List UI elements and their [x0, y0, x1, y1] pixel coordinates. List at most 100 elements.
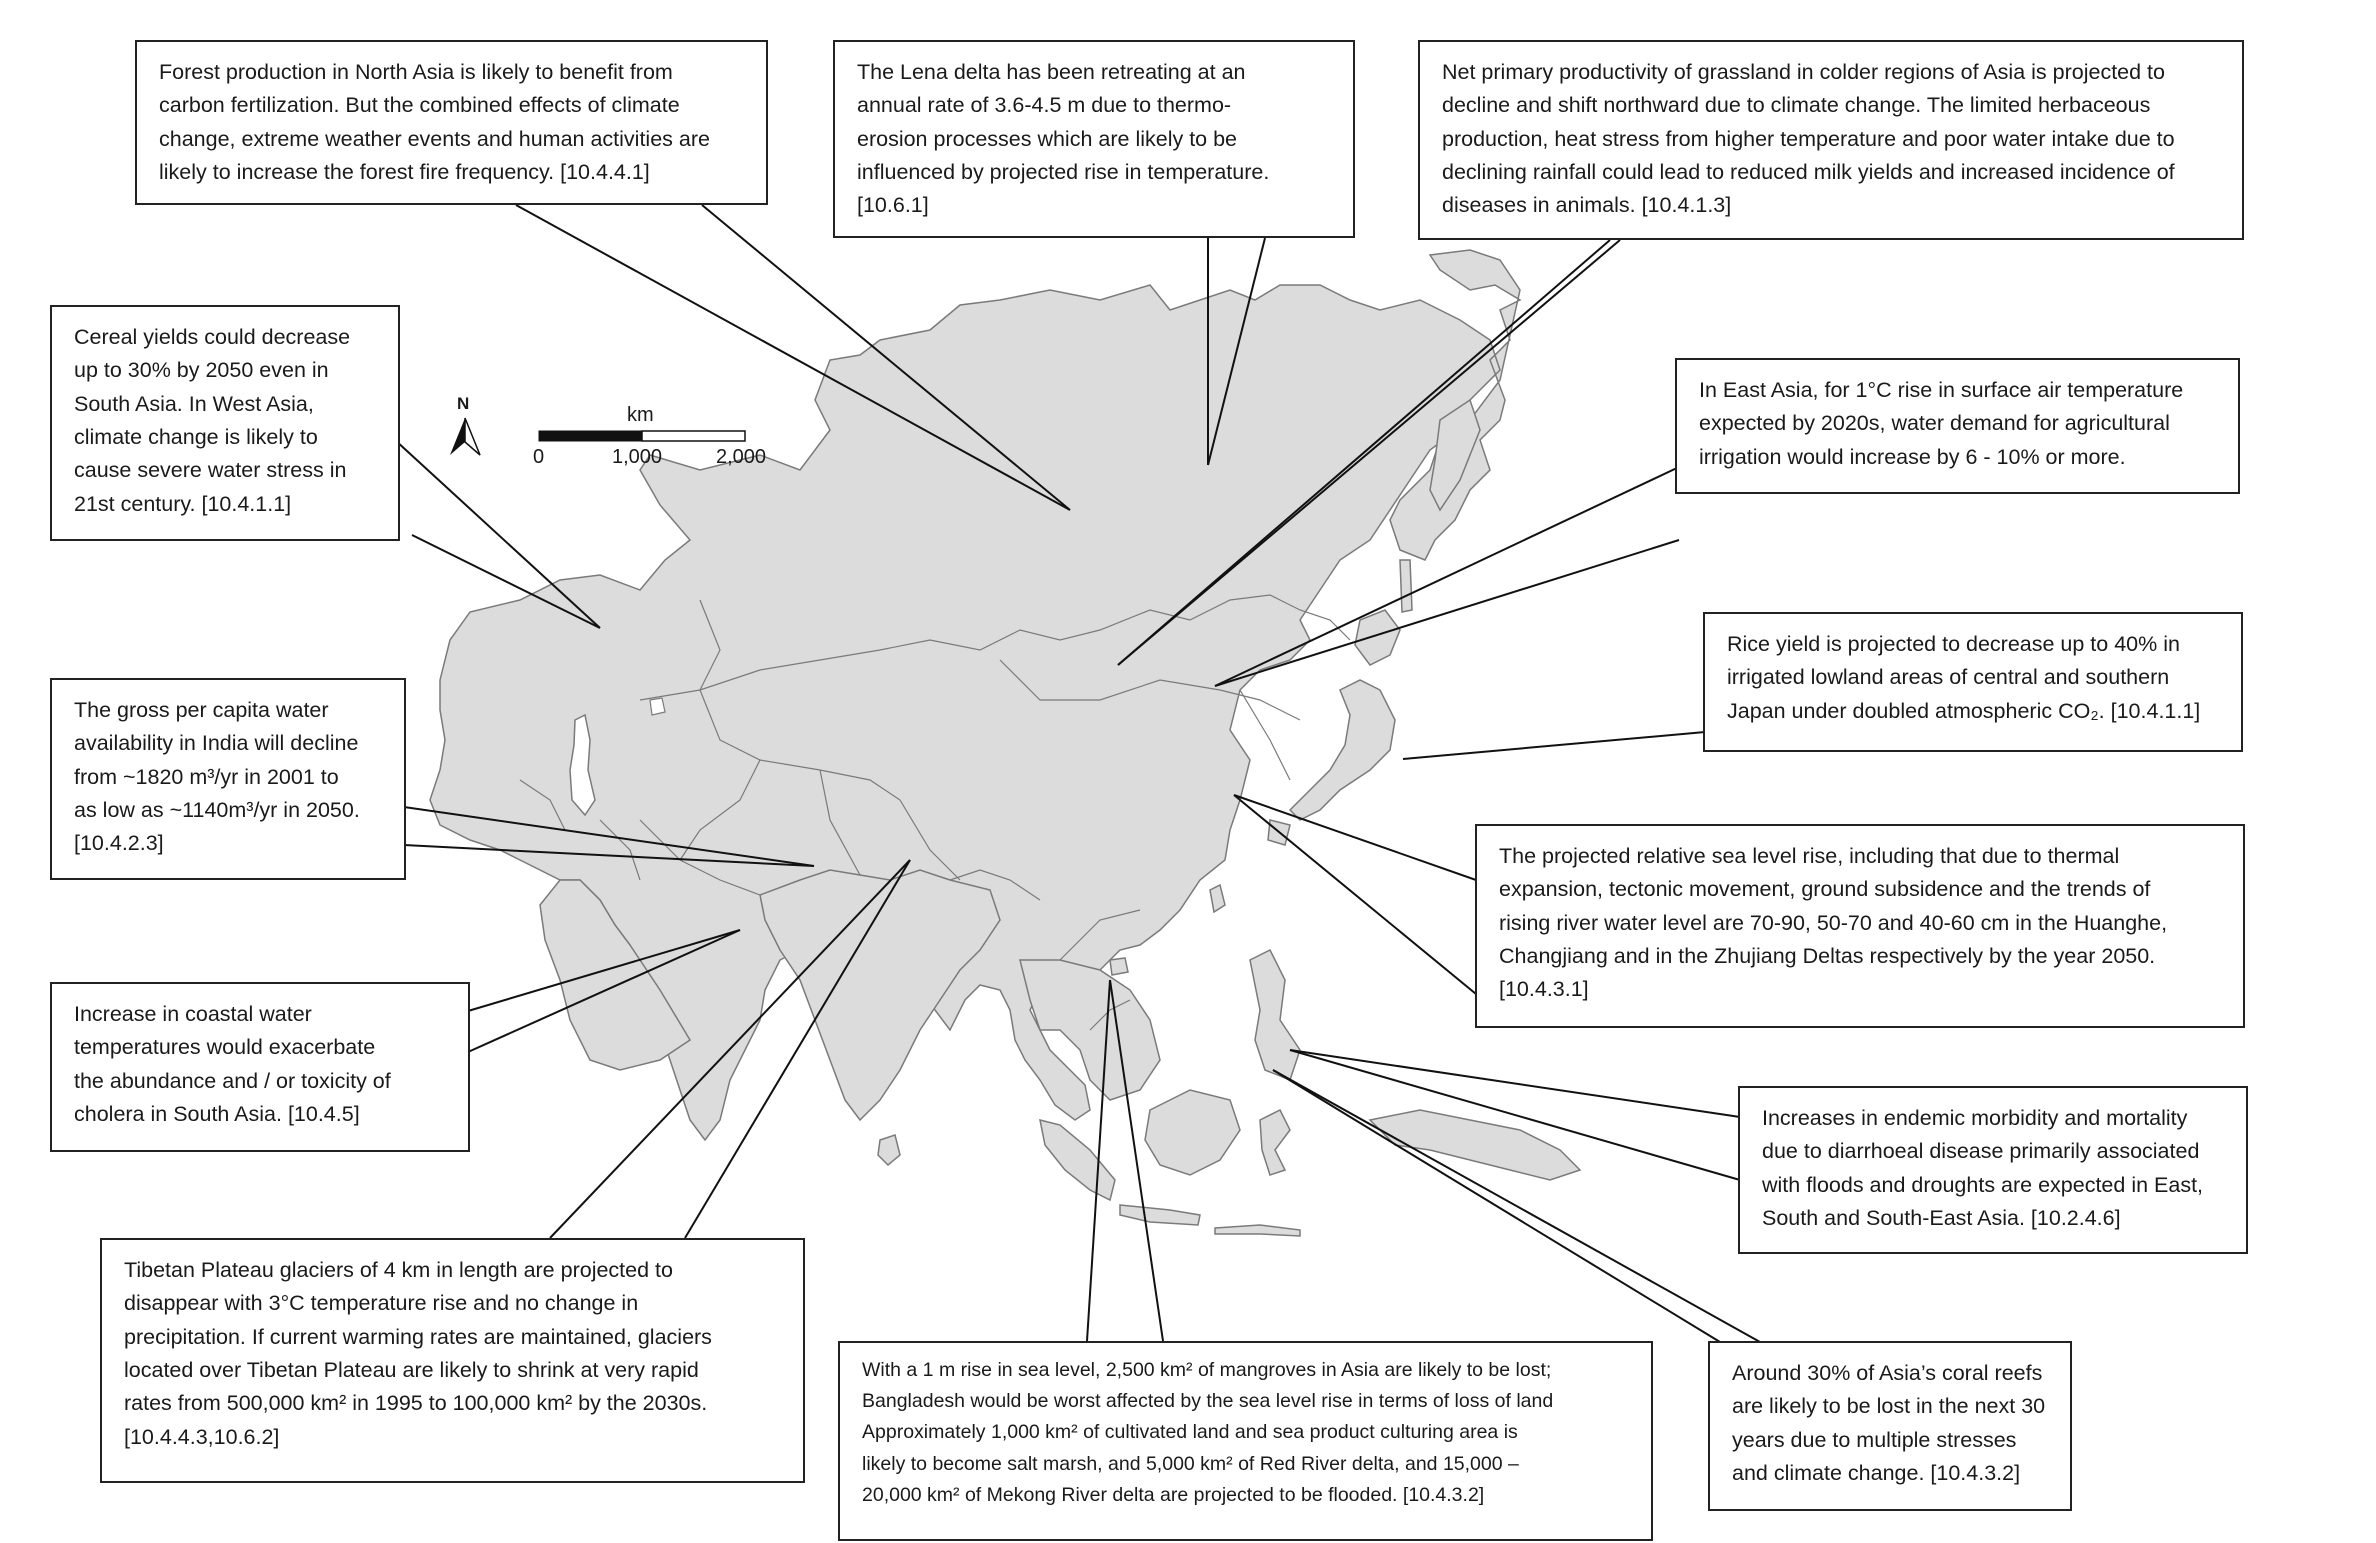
callout-india-water: The gross per capita water availability … — [50, 678, 406, 880]
callout-coral-reefs: Around 30% of Asia’s coral reefs are lik… — [1708, 1341, 2072, 1511]
callout-line: Cereal yields could decrease — [74, 325, 351, 349]
arabian-peninsula — [539, 879, 692, 1071]
leader-sea-level — [1233, 794, 1477, 881]
callout-line: the abundance and / or toxicity of — [74, 1068, 391, 1093]
callout-line: production, heat stress from higher temp… — [1442, 126, 2175, 151]
leader-east-asia — [1214, 466, 1680, 687]
callout-line: and climate change. [10.4.3.2] — [1732, 1460, 2021, 1485]
callout-line: Net primary productivity of grassland in… — [1442, 60, 2165, 84]
new-guinea — [1368, 1109, 1582, 1181]
borneo — [1144, 1089, 1241, 1176]
callout-grassland-productivity: Net primary productivity of grassland in… — [1418, 40, 2244, 240]
callout-line: irrigated lowland areas of central and s… — [1727, 665, 2170, 690]
sri-lanka — [877, 1134, 901, 1167]
leader-coral — [1272, 1069, 1721, 1343]
scale-unit: km — [627, 404, 654, 426]
callout-line: South and South-East Asia. [10.2.4.6] — [1762, 1205, 2121, 1230]
java — [1119, 1204, 1201, 1226]
leader-india-water — [403, 806, 815, 867]
callout-line: located over Tibetan Plateau are likely … — [124, 1357, 699, 1382]
leader-cereal — [394, 439, 601, 629]
callout-line: rising river water level are 70-90, 50-7… — [1499, 910, 2168, 935]
callout-line: rates from 500,000 km² in 1995 to 100,00… — [124, 1391, 708, 1416]
land-layer — [429, 249, 1582, 1237]
scale-tick-1000: 1,000 — [612, 446, 663, 468]
leader-diarrhoeal — [1289, 1049, 1741, 1181]
lesser-sunda-islands — [1214, 1224, 1301, 1237]
indian-subcontinent — [759, 869, 1001, 1122]
callout-line: cholera in South Asia. [10.4.5] — [74, 1101, 360, 1126]
aral-sea — [649, 697, 666, 716]
north-label: N — [457, 394, 470, 413]
asia-mainland — [429, 249, 1522, 1142]
callout-cholera: Increase in coastal water temperatures w… — [50, 982, 470, 1152]
callout-line: In East Asia, for 1°C rise in surface ai… — [1699, 378, 2184, 402]
callout-line: declining rainfall could lead to reduced… — [1442, 159, 2175, 184]
callout-line: annual rate of 3.6-4.5 m due to thermo- — [857, 93, 1232, 118]
callout-line: are likely to be lost in the next 30 — [1732, 1394, 2046, 1419]
leader-lines — [394, 204, 1761, 1343]
callout-line: availability in India will decline — [74, 731, 359, 756]
callout-diarrhoeal-disease: Increases in endemic morbidity and morta… — [1738, 1086, 2248, 1254]
callout-line: precipitation. If current warming rates … — [124, 1324, 712, 1349]
leader-cereal — [411, 534, 601, 629]
callout-line: years due to multiple stresses — [1732, 1427, 2017, 1452]
leader-coral — [1272, 1069, 1761, 1343]
leader-tibetan — [549, 859, 911, 1239]
callout-line: Rice yield is projected to decrease up t… — [1727, 632, 2180, 656]
sumatra — [1039, 1118, 1116, 1202]
caspian-sea — [569, 713, 596, 817]
north-arrow-icon — [450, 417, 481, 456]
callout-rice-yield-japan: Rice yield is projected to decrease up t… — [1703, 612, 2243, 752]
callout-line: cause severe water stress in — [74, 458, 347, 483]
japan-hokkaido — [1354, 609, 1401, 666]
leader-mangroves — [1109, 979, 1164, 1342]
callout-east-asia-irrigation: In East Asia, for 1°C rise in surface ai… — [1675, 358, 2240, 494]
callout-line: Tibetan Plateau glaciers of 4 km in leng… — [124, 1258, 673, 1282]
leader-north-asia-forest — [701, 204, 1071, 511]
callout-line: as low as ~1140m³/yr in 2050. — [74, 797, 360, 822]
callout-line: The Lena delta has been retreating at an — [857, 60, 1246, 84]
callout-line: With a 1 m rise in sea level, 2,500 km² … — [862, 1359, 1552, 1381]
callout-line: carbon fertilization. But the combined e… — [159, 93, 680, 118]
callout-line: Increase in coastal water — [74, 1002, 312, 1026]
taiwan — [1209, 883, 1226, 914]
callout-line: likely to increase the forest fire frequ… — [159, 159, 650, 184]
callout-line: 21st century. [10.4.1.1] — [74, 491, 292, 516]
callout-line: Forest production in North Asia is likel… — [159, 60, 673, 84]
leader-cholera — [467, 929, 741, 1012]
hainan — [1109, 957, 1129, 976]
leader-lena-delta — [1207, 237, 1266, 466]
callout-sea-level-mangroves: With a 1 m rise in sea level, 2,500 km² … — [838, 1341, 1653, 1541]
callout-line: [10.4.2.3] — [74, 831, 164, 856]
callout-line: from ~1820 m³/yr in 2001 to — [74, 764, 339, 789]
callout-line: expected by 2020s, water demand for agri… — [1699, 411, 2170, 436]
callout-line: irrigation would increase by 6 - 10% or … — [1699, 444, 2126, 469]
callout-line: erosion processes which are likely to be — [857, 126, 1238, 151]
leader-grassland — [1117, 239, 1611, 666]
leader-diarrhoeal — [1289, 1049, 1741, 1118]
scale-tick-2000: 2,000 — [716, 446, 767, 468]
leader-north-asia-forest — [515, 204, 1071, 511]
callout-line: 20,000 km² of Mekong River delta are pro… — [862, 1483, 1485, 1506]
leader-grassland — [1117, 239, 1621, 666]
borders — [519, 594, 1351, 1031]
leader-sea-level — [1233, 794, 1477, 995]
callout-line: likely to become salt marsh, and 5,000 k… — [862, 1452, 1519, 1475]
callout-tibetan-glaciers: Tibetan Plateau glaciers of 4 km in leng… — [100, 1238, 805, 1483]
callout-cereal-yields: Cereal yields could decrease up to 30% b… — [50, 305, 400, 541]
callout-line: expansion, tectonic movement, ground sub… — [1499, 877, 2151, 902]
callout-sea-level-deltas: The projected relative sea level rise, i… — [1475, 824, 2245, 1028]
callout-line: Changjiang and in the Zhujiang Deltas re… — [1499, 943, 2156, 968]
callout-line: due to diarrhoeal disease primarily asso… — [1762, 1139, 2200, 1164]
philippines — [1249, 948, 1301, 1081]
leader-mangroves — [1086, 979, 1111, 1342]
callout-line: temperatures would exacerbate — [74, 1035, 376, 1060]
callout-line: [10.4.4.3,10.6.2] — [124, 1424, 280, 1449]
japan-honshu — [1288, 679, 1396, 821]
leader-east-asia — [1214, 539, 1680, 687]
kamchatka — [1429, 398, 1481, 512]
callout-lena-delta: The Lena delta has been retreating at an… — [833, 40, 1355, 238]
callout-line: Bangladesh would be worst affected by th… — [862, 1390, 1554, 1413]
callout-line: up to 30% by 2050 even in — [74, 358, 329, 383]
